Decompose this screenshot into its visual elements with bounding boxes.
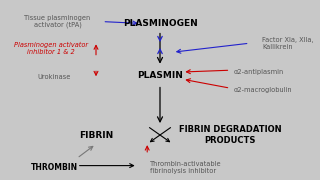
Text: Urokinase: Urokinase bbox=[38, 74, 71, 80]
Text: Thrombin-activatable
fibrinolysis inhibitor: Thrombin-activatable fibrinolysis inhibi… bbox=[150, 161, 222, 174]
Text: α2-macroglobulin: α2-macroglobulin bbox=[234, 87, 292, 93]
Text: Factor XIa, XIIa,
Kallikrein: Factor XIa, XIIa, Kallikrein bbox=[262, 37, 314, 50]
Text: FIBRIN DEGRADATION
PRODUCTS: FIBRIN DEGRADATION PRODUCTS bbox=[179, 125, 282, 145]
Text: PLASMIN: PLASMIN bbox=[137, 71, 183, 80]
Text: Plasminogen activator
inhibitor 1 & 2: Plasminogen activator inhibitor 1 & 2 bbox=[14, 42, 88, 55]
Text: FIBRIN: FIBRIN bbox=[79, 130, 113, 140]
Text: PLASMINOGEN: PLASMINOGEN bbox=[123, 19, 197, 28]
Text: α2-antiplasmin: α2-antiplasmin bbox=[234, 69, 284, 75]
Text: Tissue plasminogen
activator (tPA): Tissue plasminogen activator (tPA) bbox=[24, 15, 91, 28]
Text: THROMBIN: THROMBIN bbox=[31, 163, 78, 172]
